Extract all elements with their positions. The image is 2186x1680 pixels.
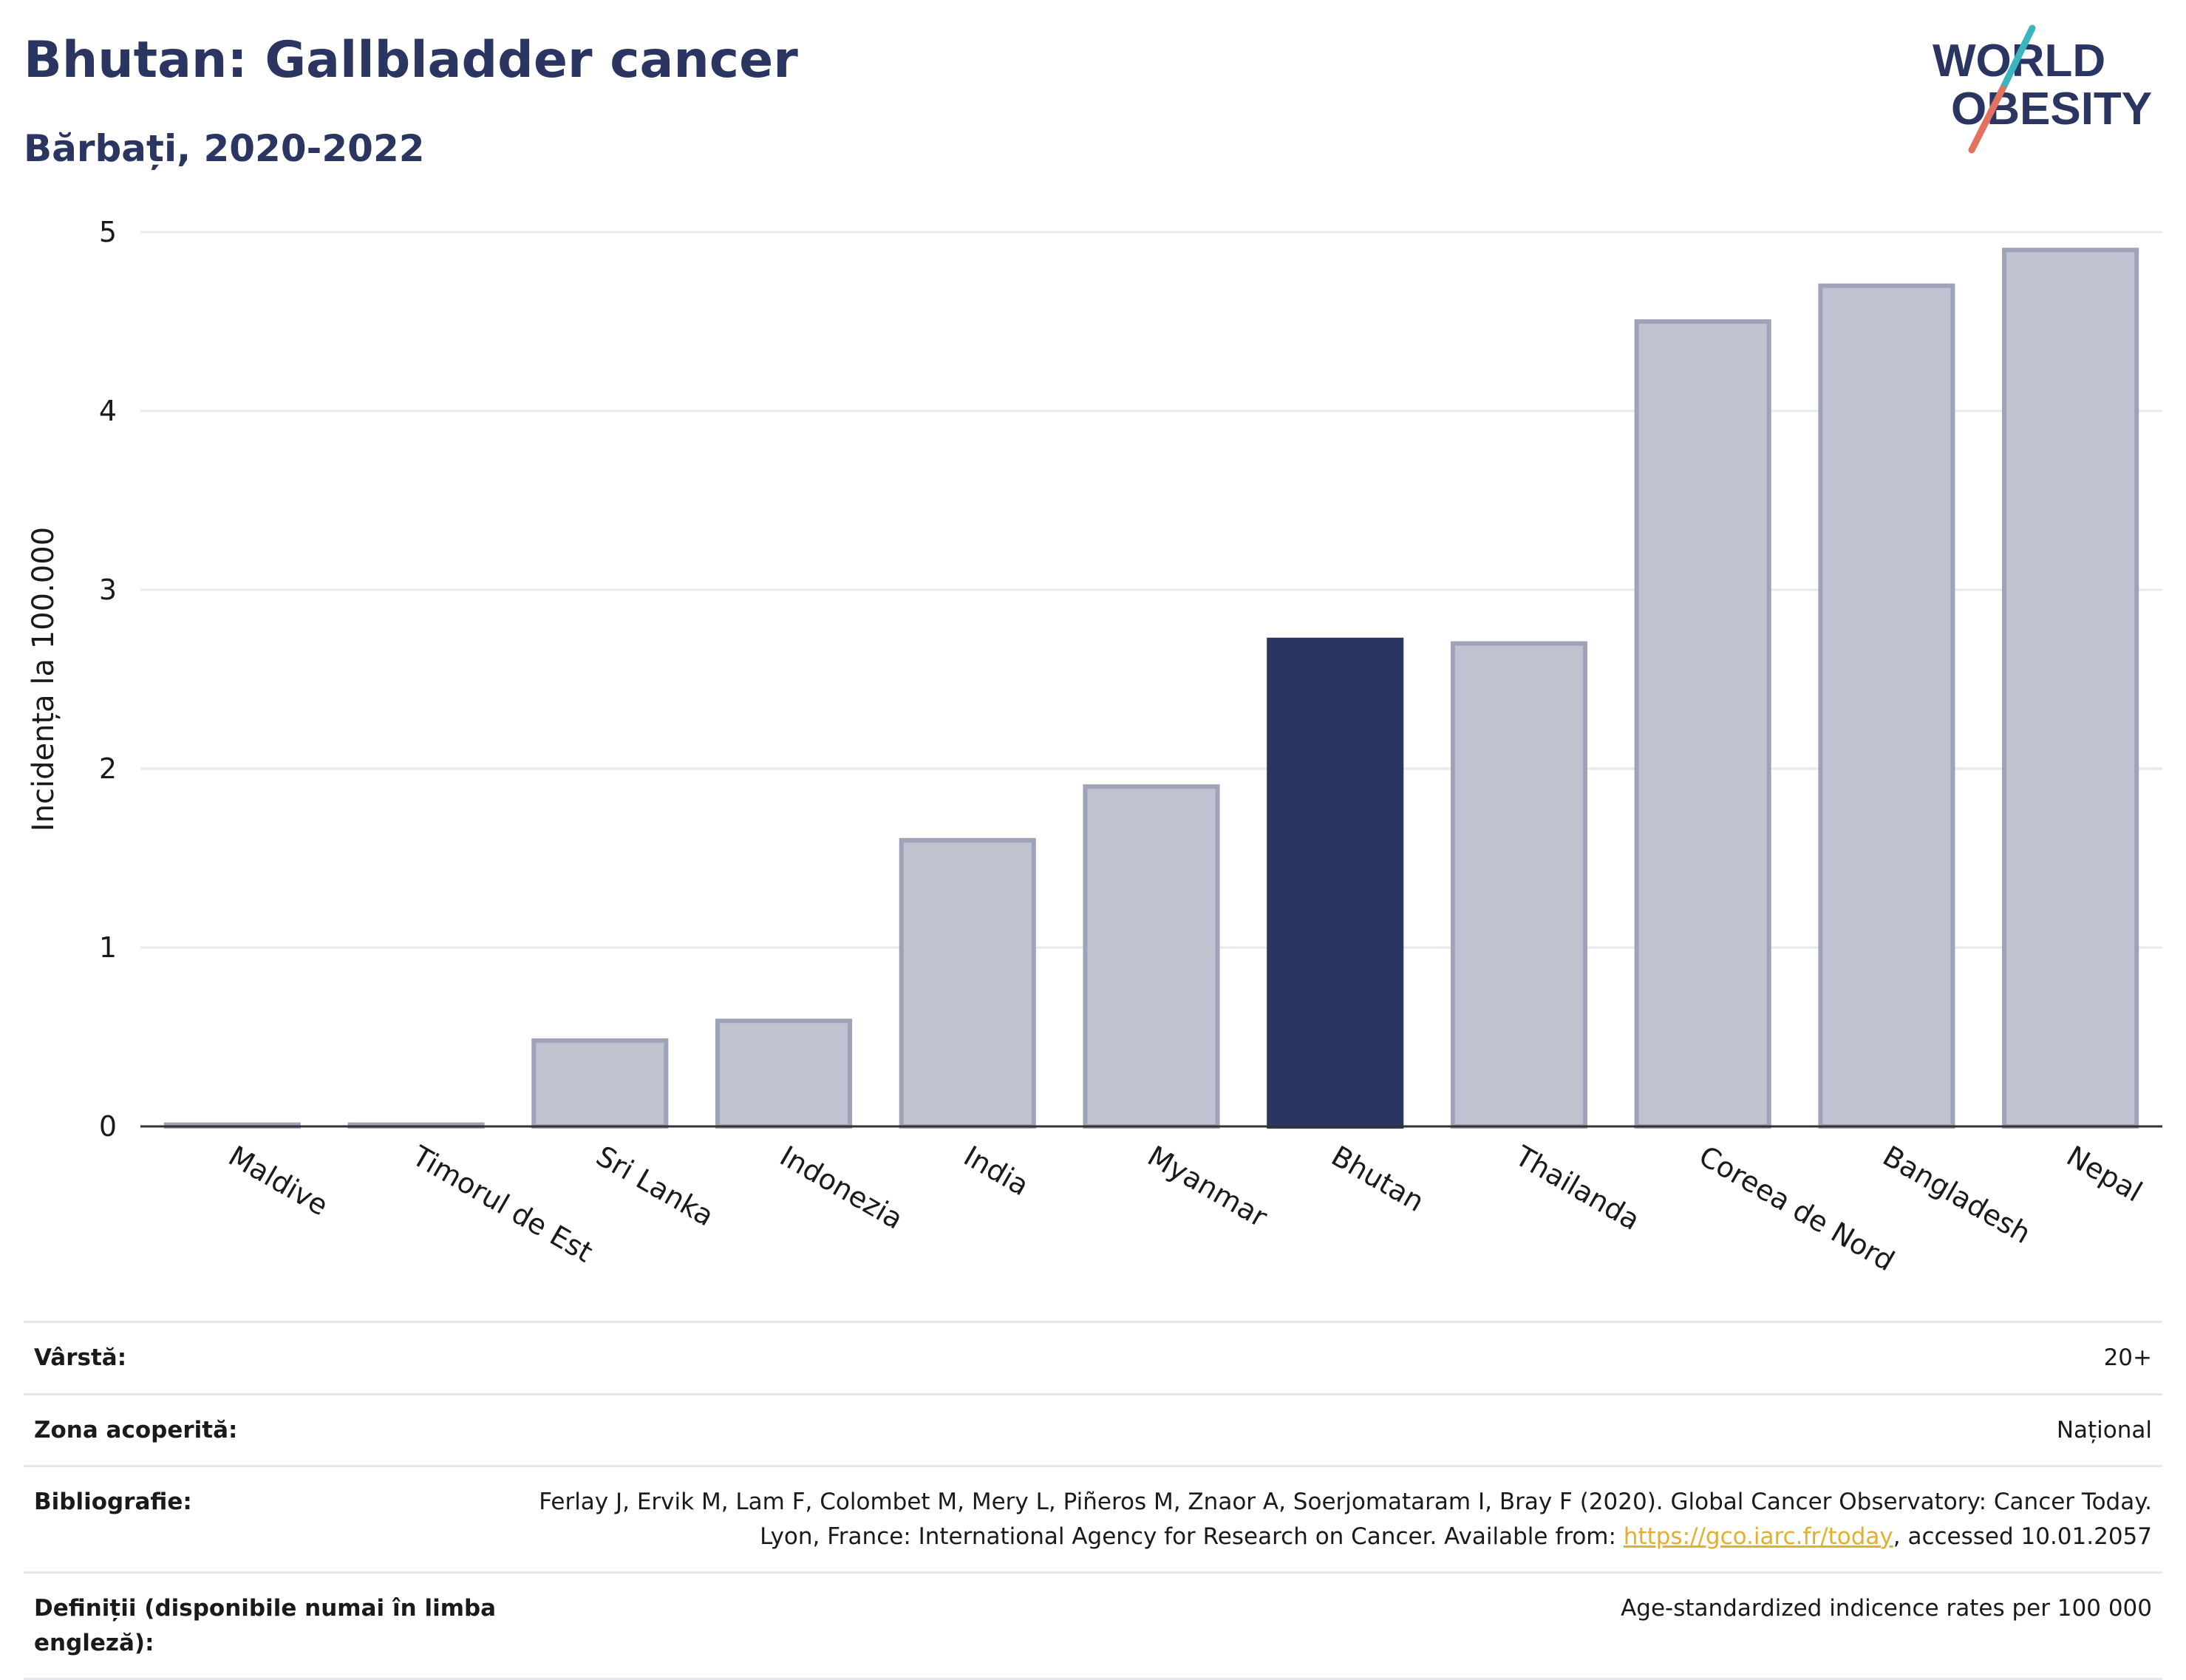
y-tick-label: 4	[99, 395, 117, 427]
bar-coreea-de-nord[interactable]	[1634, 319, 1771, 1129]
bar-sri-lanka[interactable]	[531, 1038, 669, 1129]
info-row-definitions: Definiții (disponibile numai în limba en…	[24, 1571, 2162, 1680]
definitions-key: Definiții (disponibile numai în limba en…	[24, 1571, 517, 1680]
x-tick-label: Myanmar	[1143, 1140, 1273, 1234]
y-tick-label: 5	[99, 216, 117, 248]
age-key: Vârstă:	[24, 1321, 517, 1395]
bar-bangladesh[interactable]	[1818, 283, 1955, 1129]
y-tick-label: 0	[99, 1110, 117, 1143]
bar-myanmar[interactable]	[1083, 784, 1220, 1129]
x-tick-label: Maldive	[223, 1140, 333, 1222]
bar-bhutan[interactable]	[1267, 637, 1404, 1129]
x-tick-label: Coreea de Nord	[1694, 1140, 1900, 1278]
bar-nepal[interactable]	[2002, 248, 2139, 1129]
x-tick-label: Sri Lanka	[590, 1140, 719, 1233]
y-tick-label: 1	[99, 931, 117, 964]
definitions-value: Age-standardized indicence rates per 100…	[517, 1571, 2162, 1680]
x-tick-label: India	[958, 1140, 1035, 1203]
y-tick-label: 3	[99, 574, 117, 606]
x-tick-label: Bangladesh	[1877, 1140, 2036, 1251]
bibliography-text: Ferlay J, Ervik M, Lam F, Colombet M, Me…	[539, 1489, 2152, 1550]
y-tick-labels: 0 1 2 3 4 5	[99, 216, 117, 1143]
coverage-key: Zona acoperită:	[24, 1392, 517, 1467]
bar-india[interactable]	[899, 837, 1036, 1129]
x-tick-label: Timorul de Est	[406, 1139, 599, 1268]
bibliography-value: Ferlay J, Ervik M, Lam F, Colombet M, Me…	[517, 1465, 2162, 1574]
age-value: 20+	[517, 1321, 2162, 1395]
chart-subtitle: Bărbați, 2020-2022	[24, 127, 425, 170]
bibliography-key: Bibliografie:	[24, 1465, 517, 1574]
logo-slash-teal	[1999, 24, 2036, 92]
y-axis-label: Incidența la 100.000	[27, 527, 61, 832]
logo-slash-coral	[1968, 85, 2006, 154]
coverage-value: Național	[517, 1392, 2162, 1467]
info-table: Vârstă: 20+ Zona acoperită: Național Bib…	[24, 1321, 2162, 1680]
y-tick-label: 2	[99, 752, 117, 785]
x-tick-label: Nepal	[2061, 1140, 2148, 1208]
info-row-age: Vârstă: 20+	[24, 1321, 2162, 1395]
bibliography-accessed: , accessed 10.01.2057	[1893, 1523, 2152, 1550]
chart-title: Bhutan: Gallbladder cancer	[24, 31, 798, 89]
x-tick-label: Bhutan	[1326, 1140, 1429, 1218]
info-row-coverage: Zona acoperită: Național	[24, 1392, 2162, 1467]
info-row-bibliography: Bibliografie: Ferlay J, Ervik M, Lam F, …	[24, 1465, 2162, 1574]
x-tick-label: Thailanda	[1509, 1139, 1645, 1237]
bar-indonezia[interactable]	[715, 1018, 853, 1129]
x-tick-label: Indonezia	[774, 1140, 908, 1236]
bars	[163, 248, 2139, 1129]
bibliography-link[interactable]: https://gco.iarc.fr/today	[1623, 1523, 1893, 1550]
bar-thailanda[interactable]	[1450, 641, 1587, 1129]
world-obesity-logo: WORLD OBESITY	[1933, 24, 2152, 154]
